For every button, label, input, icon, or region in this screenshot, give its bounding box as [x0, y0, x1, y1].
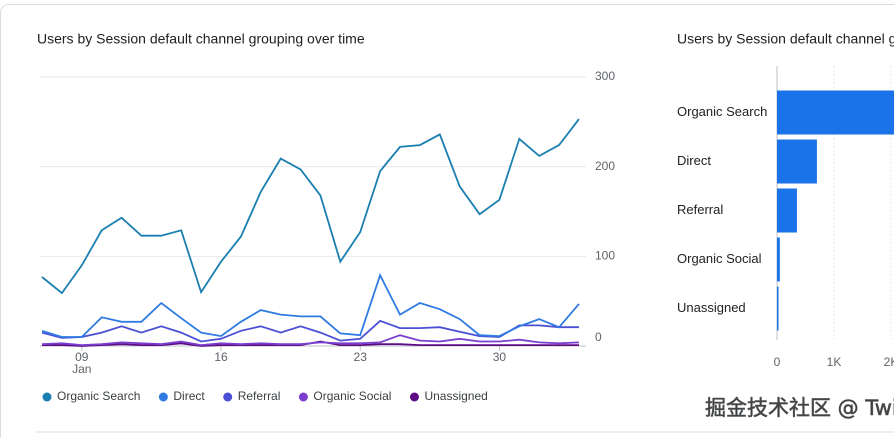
- legend-label: Referral: [238, 389, 281, 403]
- x-tick-label: 30: [493, 350, 507, 364]
- x-tick-label: 09: [75, 350, 89, 364]
- card: [0, 4, 894, 438]
- watermark: 掘金技术社区 @ Twitter群推王: [705, 396, 894, 420]
- bar: [777, 286, 779, 331]
- legend-label: Organic Social: [313, 389, 391, 403]
- legend-marker: [298, 392, 308, 402]
- category-label: Organic Social: [677, 251, 762, 266]
- x-sublabel: Jan: [72, 362, 91, 376]
- category-label: Direct: [677, 153, 711, 168]
- legend-marker: [158, 392, 168, 402]
- y-tick-label: 100: [595, 249, 615, 263]
- y-tick-label: 0: [595, 330, 602, 344]
- x-tick-label: 16: [214, 350, 228, 364]
- y-tick-label: 300: [595, 69, 615, 83]
- series-line: [41, 118, 580, 295]
- legend-marker: [409, 392, 419, 402]
- series-line: [41, 334, 580, 347]
- line-chart-title: Users by Session default channel groupin…: [37, 31, 365, 47]
- legend-marker: [223, 392, 233, 402]
- x-tick-label: 0: [774, 355, 781, 369]
- bar: [777, 90, 894, 135]
- series-line: [41, 272, 580, 338]
- bar: [777, 188, 797, 233]
- bar-chart-title: Users by Session default channel groupin…: [677, 31, 894, 47]
- x-tick-label: 23: [354, 350, 368, 364]
- legend-label: Direct: [173, 389, 205, 403]
- legend-label: Organic Search: [57, 389, 140, 403]
- legend-marker: [42, 392, 52, 402]
- x-tick-label: 2K: [884, 355, 894, 369]
- bar: [777, 139, 817, 184]
- category-label: Unassigned: [677, 300, 746, 315]
- y-tick-label: 200: [595, 159, 615, 173]
- x-tick-label: 1K: [827, 355, 842, 369]
- legend-label: Unassigned: [424, 389, 487, 403]
- bar: [777, 237, 780, 282]
- category-label: Organic Search: [677, 104, 767, 119]
- category-label: Referral: [677, 202, 723, 217]
